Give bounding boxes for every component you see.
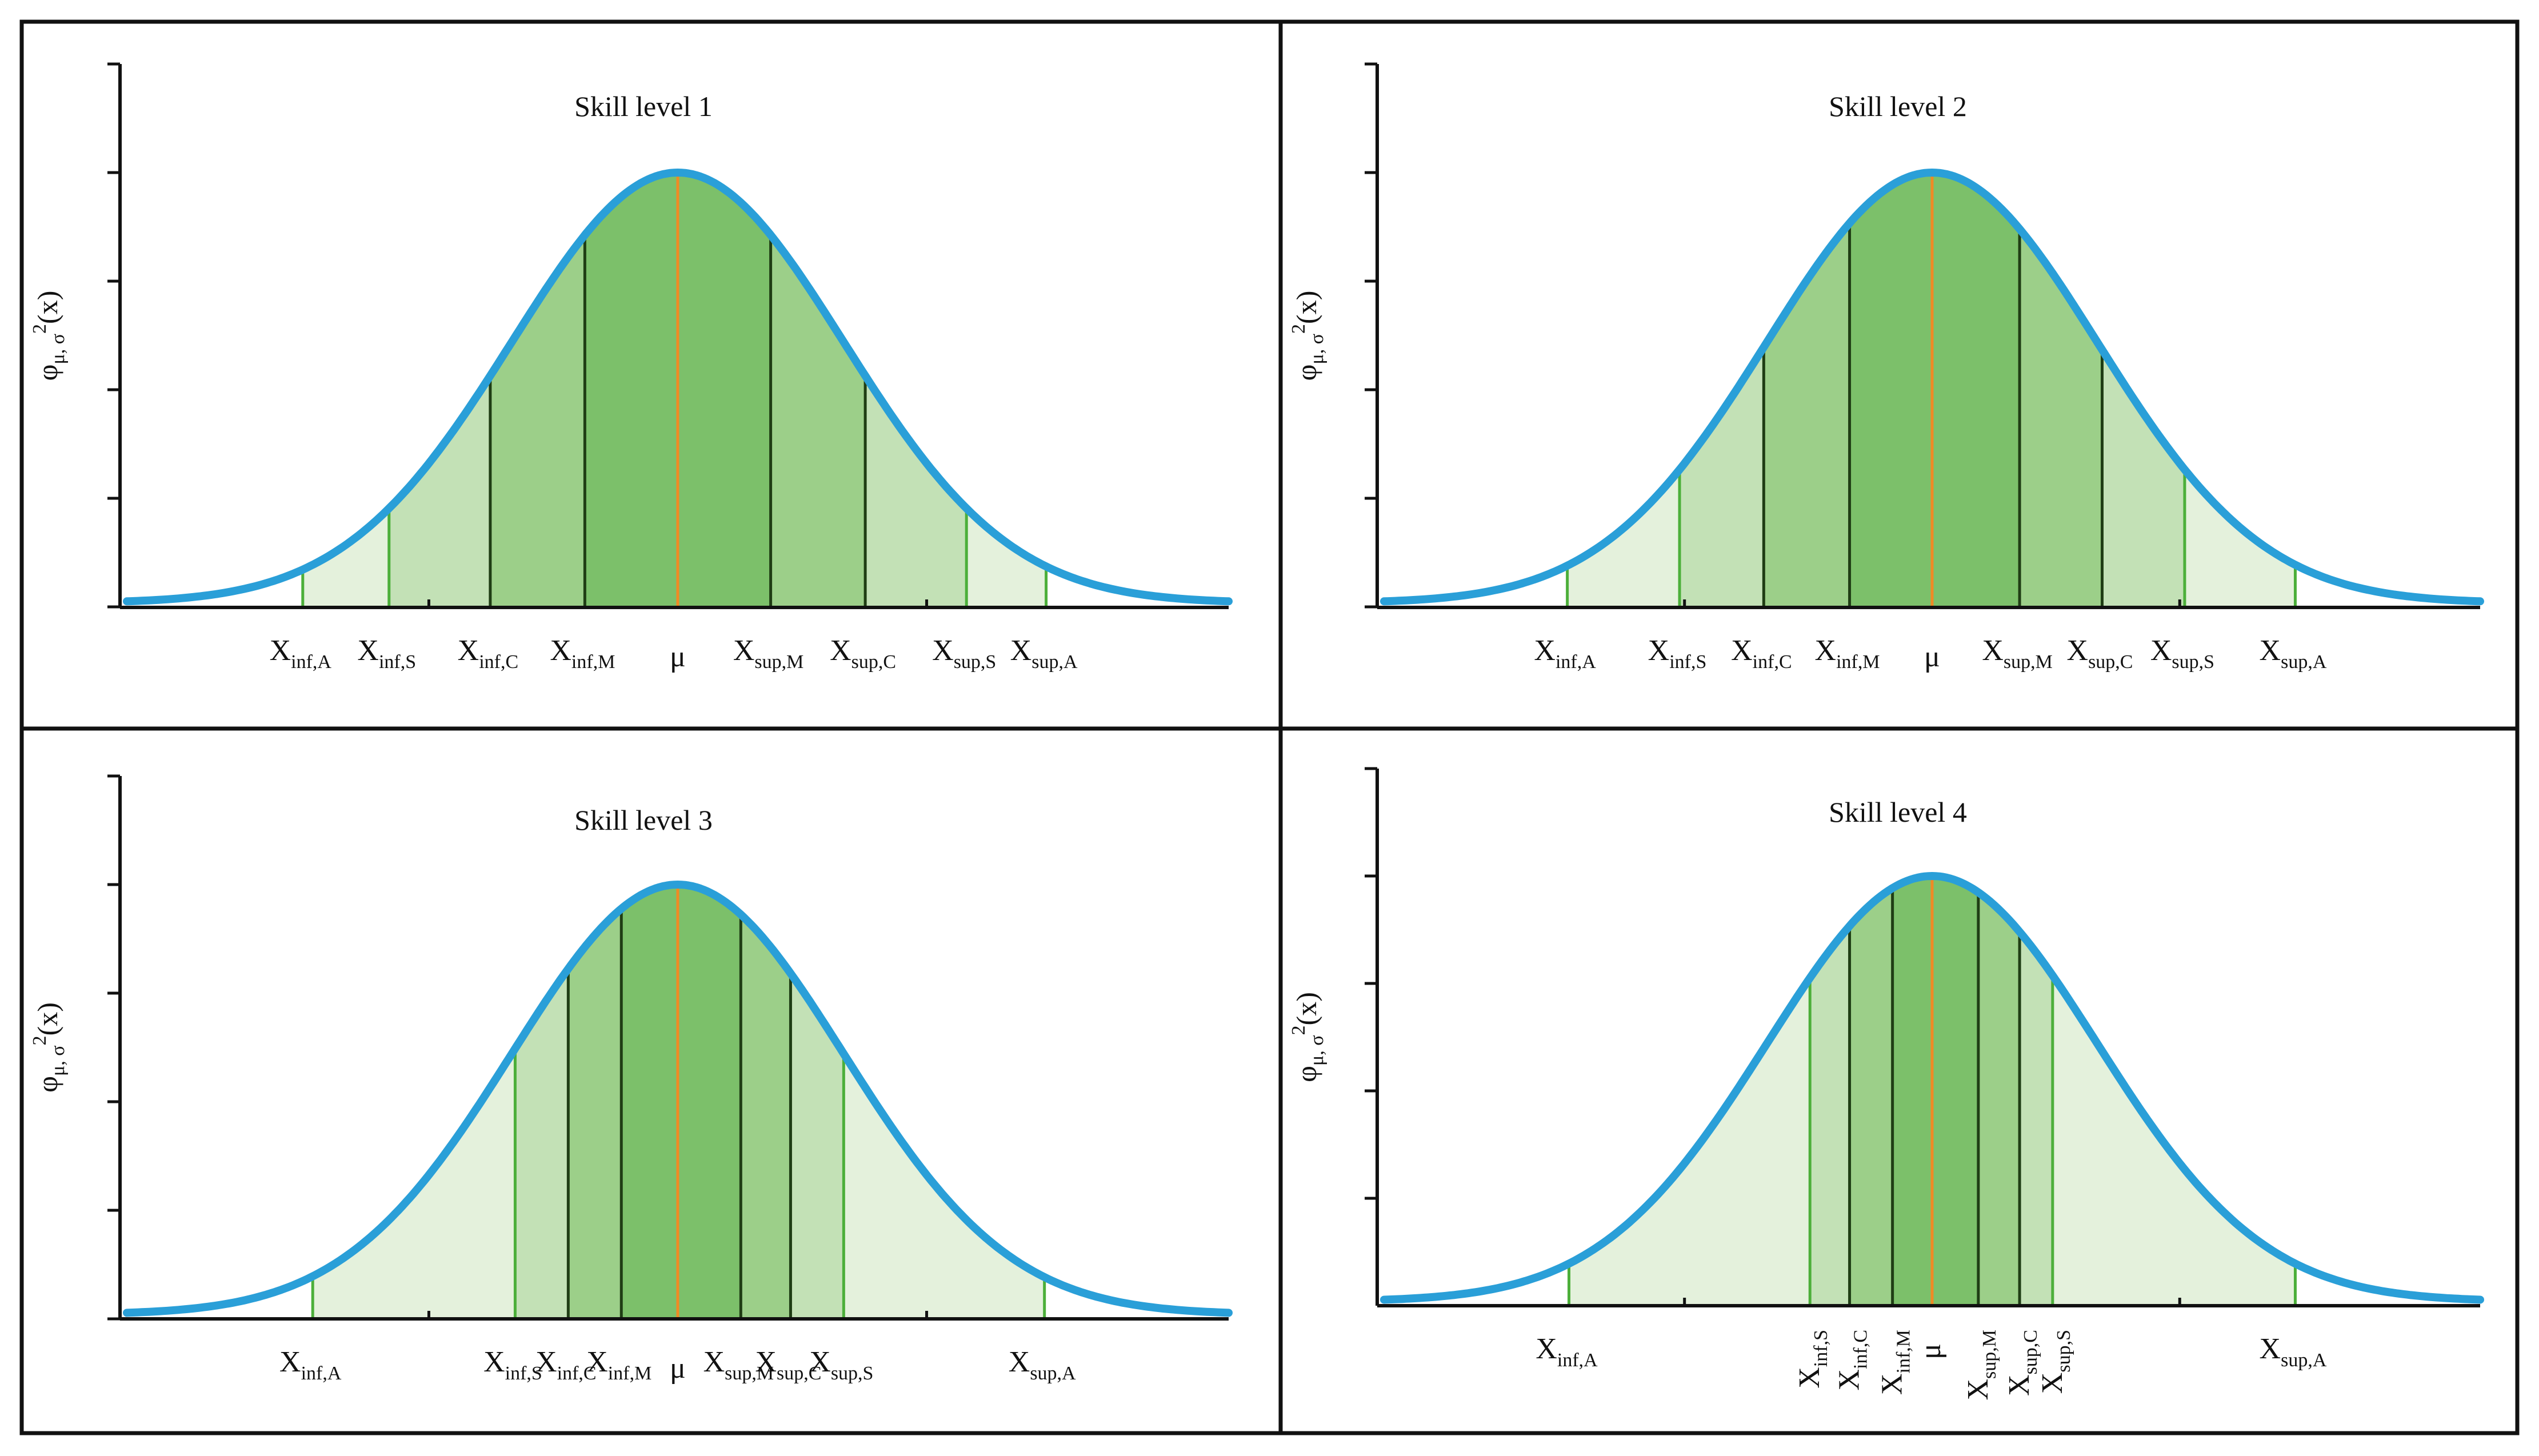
region-fill-4 <box>490 235 585 607</box>
region-fill-3 <box>1810 926 1850 1306</box>
mu-label: μ <box>670 641 686 673</box>
x-label-sup-M: Xsup,M <box>1982 634 2053 673</box>
region-fill-8 <box>790 973 844 1319</box>
normal-curve <box>123 881 1233 1317</box>
x-label-inf-C: Xinf,C <box>535 1346 597 1384</box>
chart-title: Skill level 3 <box>574 804 713 836</box>
region-fill-4 <box>568 909 622 1319</box>
chart-title: Skill level 2 <box>1829 90 1967 122</box>
region-fill-3 <box>389 375 490 607</box>
normal-curve <box>123 169 1233 606</box>
region-fill-3 <box>515 969 569 1319</box>
region-fill-8 <box>865 375 967 607</box>
region-fill-5 <box>1892 876 1932 1306</box>
region-fill-6 <box>678 885 741 1319</box>
x-label-sup-C: Xsup,C <box>755 1346 821 1384</box>
mu-label: μ <box>1914 1343 1947 1359</box>
region-fill-6 <box>678 173 771 607</box>
x-label-inf-A: Xinf,A <box>1534 634 1596 673</box>
y-axis-label: φμ, σ2(x) <box>29 291 69 381</box>
x-label-inf-A: Xinf,A <box>279 1346 342 1384</box>
region-fill-8 <box>2020 931 2053 1306</box>
x-label-inf-M: Xinf,M <box>1876 1330 1914 1395</box>
normal-curve <box>1380 872 2484 1304</box>
y-axis-label: φμ, σ2(x) <box>1288 291 1328 381</box>
x-label-inf-C: Xinf,C <box>458 634 519 673</box>
region-fill-5 <box>621 885 678 1319</box>
x-label-sup-A: Xsup,A <box>2260 634 2327 673</box>
x-label-inf-A: Xinf,A <box>270 634 332 673</box>
x-label-inf-A: Xinf,A <box>1536 1333 1598 1371</box>
region-fill-7 <box>1978 892 2020 1306</box>
x-label-sup-M: Xsup,M <box>733 634 804 673</box>
x-label-sup-M: Xsup,M <box>703 1346 774 1384</box>
region-fill-7 <box>770 235 866 607</box>
x-label-inf-S: Xinf,S <box>1793 1330 1832 1389</box>
x-label-inf-M: Xinf,M <box>1815 634 1880 673</box>
mu-label: μ <box>1924 641 1940 673</box>
region-fill-8 <box>2102 350 2185 607</box>
region-fill-4 <box>1849 888 1893 1306</box>
region-fill-6 <box>1932 876 1978 1306</box>
panel-2: Skill level 2 φμ, σ2(x) Xinf,A Xinf,S Xinf,C… <box>1278 19 2520 731</box>
chart-title: Skill level 4 <box>1829 796 1967 828</box>
region-fill-9 <box>966 508 1046 607</box>
x-label-sup-S: Xsup,S <box>809 1346 873 1384</box>
chart-title: Skill level 1 <box>574 90 713 122</box>
mu-label: μ <box>670 1352 686 1385</box>
panel-1: Skill level 1 φμ, σ2(x) Xinf,A Xinf,S Xinf,C… <box>19 19 1283 731</box>
x-label-sup-S: Xsup,S <box>2150 634 2214 673</box>
panel-4: Skill level 4 φμ, σ2(x) Xinf,A Xinf,SXinf,C… <box>1278 726 2520 1435</box>
region-fill-6 <box>1932 173 2020 607</box>
region-fill-2 <box>313 1048 515 1319</box>
x-label-sup-A: Xsup,A <box>2260 1333 2327 1371</box>
region-fill-5 <box>1849 173 1932 607</box>
x-label-sup-S: Xsup,S <box>2036 1330 2074 1394</box>
x-label-inf-M: Xinf,M <box>586 1346 651 1384</box>
x-label-inf-C: Xinf,C <box>1833 1330 1872 1391</box>
region-fill-9 <box>843 1054 1045 1319</box>
x-label-sup-C: Xsup,C <box>2003 1330 2041 1396</box>
x-label-inf-M: Xinf,M <box>550 634 615 673</box>
x-label-inf-S: Xinf,S <box>1648 634 1707 673</box>
y-axis-label: φμ, σ2(x) <box>29 1002 69 1093</box>
x-label-inf-C: Xinf,C <box>1731 634 1792 673</box>
x-label-sup-S: Xsup,S <box>932 634 996 673</box>
normal-curve <box>1380 169 2484 606</box>
x-label-sup-C: Xsup,C <box>830 634 896 673</box>
region-fill-3 <box>1680 347 1764 607</box>
x-label-inf-S: Xinf,S <box>357 634 416 673</box>
x-label-sup-C: Xsup,C <box>2067 634 2133 673</box>
x-label-sup-A: Xsup,A <box>1009 1346 1076 1384</box>
y-axis-label: φμ, σ2(x) <box>1288 992 1328 1082</box>
x-label-sup-A: Xsup,A <box>1010 634 1078 673</box>
panel-border <box>1278 726 2520 1435</box>
x-label-inf-S: Xinf,S <box>483 1346 542 1384</box>
panel-3: Skill level 3 φμ, σ2(x) Xinf,A Xinf,SXinf,C… <box>19 726 1283 1435</box>
x-label-sup-M: Xsup,M <box>1962 1330 2000 1401</box>
region-fill-5 <box>585 173 678 607</box>
region-fill-7 <box>741 914 791 1319</box>
